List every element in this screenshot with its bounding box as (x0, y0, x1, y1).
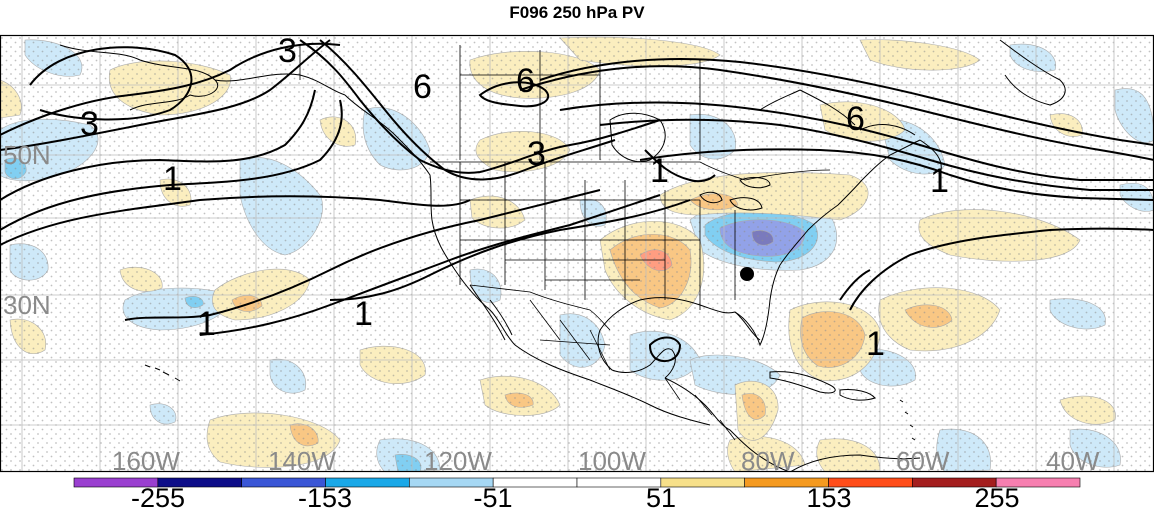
lon-label: 60W (896, 446, 950, 476)
pv-contour-6-atlantic (519, 65, 1154, 161)
canada-ne-coast (759, 89, 942, 176)
colorbar-label: -153 (298, 483, 352, 509)
pv-contour-1-mid-pac-b (0, 99, 343, 231)
pv-contour-1-mid-pac (0, 89, 316, 201)
antilles-islands (899, 399, 916, 441)
colorbar-label: 51 (646, 483, 676, 509)
us-mexico-border (469, 284, 611, 331)
pv-contour-3-atlantic (559, 101, 1154, 181)
us-canada-border (430, 161, 831, 181)
colorbar-swatch (995, 477, 1081, 488)
contour-label: 1 (866, 325, 885, 363)
hudson-bay (609, 112, 666, 163)
mexico-state-lines (529, 299, 611, 371)
pv-contour-1-ne (644, 149, 716, 183)
baja-coast (469, 284, 513, 341)
pv-contour-1-atlantic-ridge (849, 227, 1154, 311)
pv-contour-1-gulf-ring (648, 336, 682, 363)
pv-contour-3-north (0, 42, 341, 136)
state-borders (299, 45, 831, 441)
colorbar-labels: -255 -153 -51 51 153 255 (131, 483, 1020, 509)
contour-label: 1 (354, 295, 373, 333)
contour-label: 6 (846, 100, 865, 138)
florida-coast (734, 264, 781, 347)
colorbar-label: -51 (473, 483, 512, 509)
contour-label: 1 (163, 160, 182, 198)
lat-label-30n: 30N (3, 290, 51, 320)
pv-contour-1-atlantic-ridge-b (839, 269, 871, 301)
pv-contour-3-alaska (29, 46, 193, 121)
pv-contour-1-sw (329, 199, 691, 301)
colorbar-label: -255 (131, 483, 185, 509)
pv-contour-1-trough (124, 189, 601, 321)
us-west-coast (431, 219, 516, 346)
lon-label: 140W (268, 446, 336, 476)
mexico-gulf-coast (597, 329, 676, 379)
hawaii-islands (144, 364, 181, 382)
mexico-pacific-coast (514, 344, 711, 426)
pv-contour-1-trough-b (199, 194, 661, 336)
colorbar-label: 255 (974, 483, 1019, 509)
colorbar (73, 477, 1081, 488)
lon-label: 40W (1046, 446, 1100, 476)
great-lakes (699, 177, 771, 211)
hispaniola-coast (839, 389, 876, 401)
lon-label: 100W (578, 446, 646, 476)
lon-label: 160W (112, 446, 180, 476)
pv-contour-1-north-pac (0, 39, 331, 151)
pv-contour-1-atlantic (639, 148, 1154, 201)
contour-label: 3 (80, 105, 99, 143)
pv-contour-3-rockies (319, 39, 616, 181)
lat-lon-grid (0, 35, 1154, 472)
south-america-coast (789, 454, 921, 472)
contour-label: 6 (516, 62, 535, 100)
pv-contours (0, 39, 1154, 363)
contour-label: 3 (527, 135, 546, 173)
colorbar-label: 153 (806, 483, 851, 509)
greenland-coast (999, 39, 1066, 106)
contour-label: 6 (413, 68, 432, 106)
pv-contour-6-canada-ring (478, 81, 550, 108)
lon-label: 80W (741, 446, 795, 476)
contour-labels: 3 3 6 6 3 6 1 1 1 1 1 1 (80, 32, 949, 363)
pv-contour-6-atlantic-b (539, 58, 1154, 146)
pv-contour-3-atlantic-b (599, 118, 1154, 191)
us-east-coast (779, 139, 921, 266)
contour-label: 1 (197, 305, 216, 343)
contour-label: 1 (930, 162, 949, 200)
map-title: F096 250 hPa PV (509, 3, 645, 22)
longitude-labels: 160W 140W 120W 100W 80W 60W 40W (112, 446, 1100, 476)
contour-label: 3 (278, 32, 297, 70)
pv-contour-1-south-pac (0, 195, 471, 246)
lat-label-50n: 50N (3, 140, 51, 170)
central-america-coast (664, 377, 791, 472)
cuba-coast (769, 371, 836, 394)
contour-label: 1 (650, 152, 669, 190)
marker-dot (740, 267, 754, 281)
pv-contour-6-rockies (299, 39, 661, 174)
lon-label: 120W (424, 446, 492, 476)
central-america-borders (664, 377, 736, 441)
